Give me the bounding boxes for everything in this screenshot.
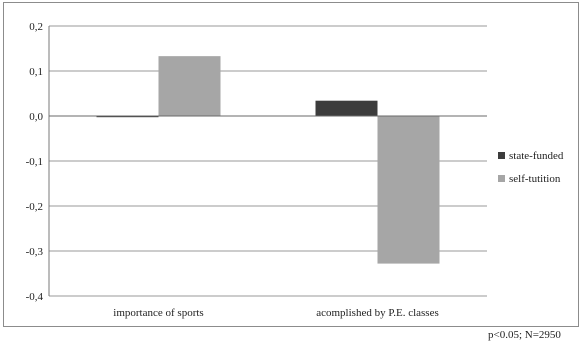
bar-selftutition-2 (377, 116, 440, 264)
y-tick-label: -0,2 (26, 201, 43, 213)
legend-label: state-funded (509, 150, 564, 162)
bar-selftutition-1 (158, 56, 221, 116)
legend-label: self-tutition (509, 173, 561, 185)
y-tick-label: 0,0 (29, 111, 43, 123)
x-category-label: acomplished by P.E. classes (316, 307, 439, 319)
y-tick-label: -0,3 (26, 246, 44, 258)
bar-statefunded-1 (96, 116, 159, 118)
x-category-label: importance of sports (113, 307, 203, 319)
y-tick-label: -0,1 (26, 156, 43, 168)
legend-swatch (498, 152, 505, 159)
footnote: p<0.05; N=2950 (488, 329, 561, 341)
y-tick-label: 0,2 (29, 21, 43, 33)
y-tick-label: 0,1 (29, 66, 43, 78)
legend-swatch (498, 175, 505, 182)
y-tick-label: -0,4 (26, 291, 44, 303)
bar-chart: 0,2 0,1 0,0 -0,1 -0,2 -0,3 -0,4 importance of s… (26, 21, 564, 319)
chart-frame: 0,2 0,1 0,0 -0,1 -0,2 -0,3 -0,4 importance of s… (3, 2, 579, 327)
bar-statefunded-2 (315, 100, 378, 116)
